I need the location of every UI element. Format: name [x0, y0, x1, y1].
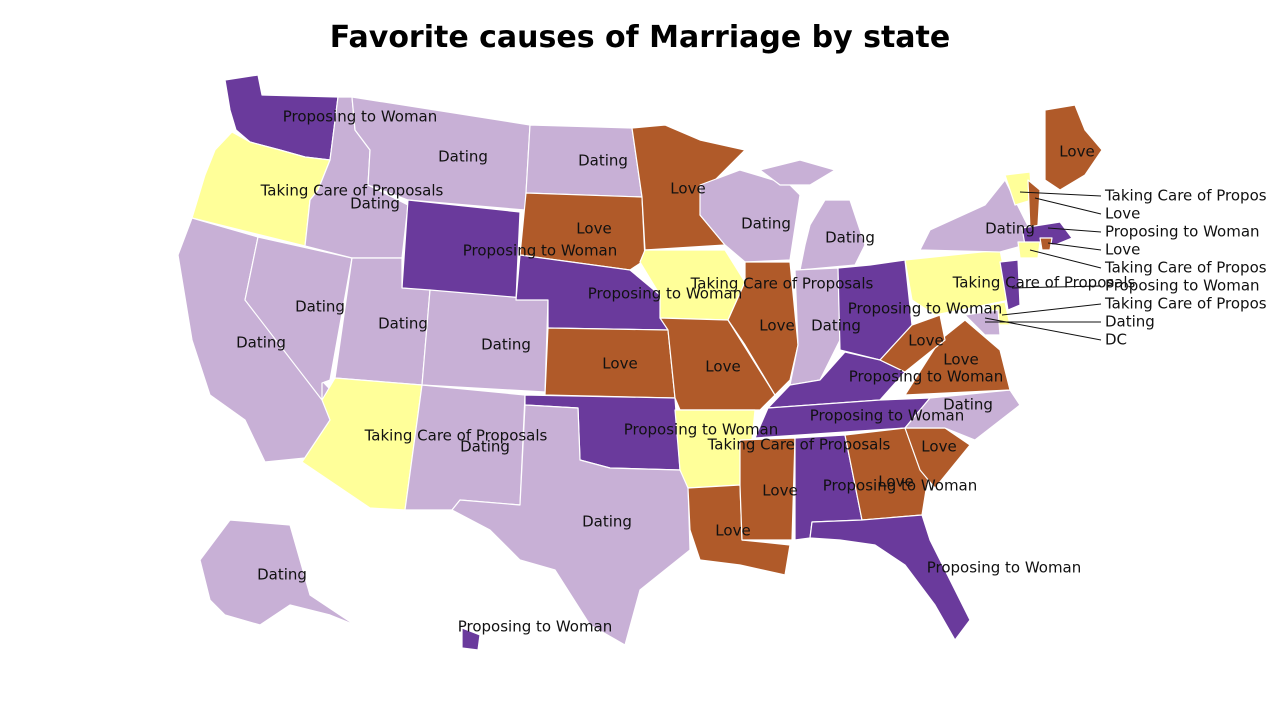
callout-label: Taking Care of Propos	[1104, 187, 1267, 205]
callout-label: Love	[1105, 241, 1140, 259]
state-label-alabama: Proposing to Woman	[823, 477, 978, 495]
callout-line	[1034, 197, 1102, 215]
callout-label: DC	[1105, 331, 1127, 349]
state-label-oklahoma: Proposing to Woman	[624, 421, 779, 439]
state-south-dakota	[519, 192, 646, 271]
callout-lines	[984, 191, 1102, 341]
callout-label: Proposing to Woman	[1105, 277, 1260, 295]
state-label-kansas: Love	[602, 355, 637, 373]
state-label-south-dakota: Love	[576, 220, 611, 238]
state-label-michigan: Dating	[825, 229, 875, 247]
callout-line	[1029, 249, 1102, 269]
state-new-york	[919, 179, 1031, 253]
state-label-louisiana: Love	[715, 522, 750, 540]
callout-line	[984, 317, 1102, 341]
state-label-illinois: Love	[759, 317, 794, 335]
callout-label: Dating	[1105, 313, 1155, 331]
state-rhode-island	[1039, 237, 1053, 251]
state-label-nevada: Dating	[295, 298, 345, 316]
state-label-utah: Dating	[378, 315, 428, 333]
state-hawaii	[461, 627, 481, 651]
state-west-virginia	[879, 314, 946, 373]
state-label-indiana: Dating	[811, 317, 861, 335]
state-label-arkansas: Taking Care of Proposals	[707, 436, 891, 454]
state-label-oregon: Taking Care of Proposals	[260, 182, 444, 200]
callout-line	[1019, 191, 1102, 197]
state-label-mississippi: Love	[762, 482, 797, 500]
state-label-colorado: Dating	[481, 336, 531, 354]
state-label-montana: Dating	[438, 148, 488, 166]
map-title: Favorite causes of Marriage by state	[329, 20, 951, 55]
state-label-missouri: Love	[705, 358, 740, 376]
state-label-iowa: Taking Care of Proposals	[690, 275, 874, 293]
state-texas	[451, 404, 691, 646]
state-label-wyoming: Proposing to Woman	[463, 242, 618, 260]
callout-label: Love	[1105, 205, 1140, 223]
state-maine	[1044, 104, 1103, 191]
state-label-west-virginia: Love	[908, 332, 943, 350]
state-maryland	[964, 309, 1001, 336]
state-michigan	[759, 159, 866, 271]
state-label-washington: Proposing to Woman	[283, 108, 438, 126]
state-label-kentucky: Proposing to Woman	[849, 368, 1004, 386]
state-label-hawaii: Proposing to Woman	[458, 618, 613, 636]
state-label-north-carolina: Dating	[943, 396, 993, 414]
callout-line	[1011, 285, 1102, 289]
state-label-california: Dating	[236, 334, 286, 352]
callout-line	[1001, 303, 1102, 316]
state-label-texas: Dating	[582, 513, 632, 531]
state-label-georgia: Love	[878, 473, 913, 491]
state-label-tennessee: Proposing to Woman	[810, 407, 965, 425]
state-new-jersey	[999, 259, 1021, 311]
callout-line	[1047, 242, 1102, 251]
callout-label: Proposing to Woman	[1105, 223, 1260, 241]
state-label-virginia: Love	[943, 351, 978, 369]
state-label-north-dakota: Dating	[578, 152, 628, 170]
state-label-florida: Proposing to Woman	[927, 559, 1082, 577]
state-label-new-mexico: Dating	[460, 438, 510, 456]
state-alaska	[199, 519, 356, 626]
state-label-pennsylvania: Taking Care of Proposals	[952, 274, 1136, 292]
state-wisconsin	[699, 169, 801, 263]
state-label-arizona: Taking Care of Proposals	[364, 427, 548, 445]
state-florida	[809, 514, 971, 641]
state-mississippi	[739, 437, 796, 541]
state-label-wisconsin: Dating	[741, 215, 791, 233]
state-illinois	[727, 261, 799, 396]
state-label-new-york: Dating	[985, 220, 1035, 238]
state-label-minnesota: Love	[670, 180, 705, 198]
states-layer	[177, 74, 1103, 651]
callout-label: Taking Care of Propos	[1104, 259, 1267, 277]
state-label-maine: Love	[1059, 143, 1094, 161]
state-label-south-carolina: Love	[921, 438, 956, 456]
state-georgia	[844, 427, 931, 521]
callout-label: Taking Care of Propos	[1104, 295, 1267, 313]
state-label-idaho: Dating	[350, 195, 400, 213]
state-label-nebraska: Proposing to Woman	[588, 285, 743, 303]
state-label-ohio: Proposing to Woman	[848, 300, 1003, 318]
state-north-carolina	[904, 389, 1021, 441]
state-label-alaska: Dating	[257, 566, 307, 584]
callout-line	[1047, 227, 1102, 233]
state-connecticut	[1017, 241, 1041, 259]
